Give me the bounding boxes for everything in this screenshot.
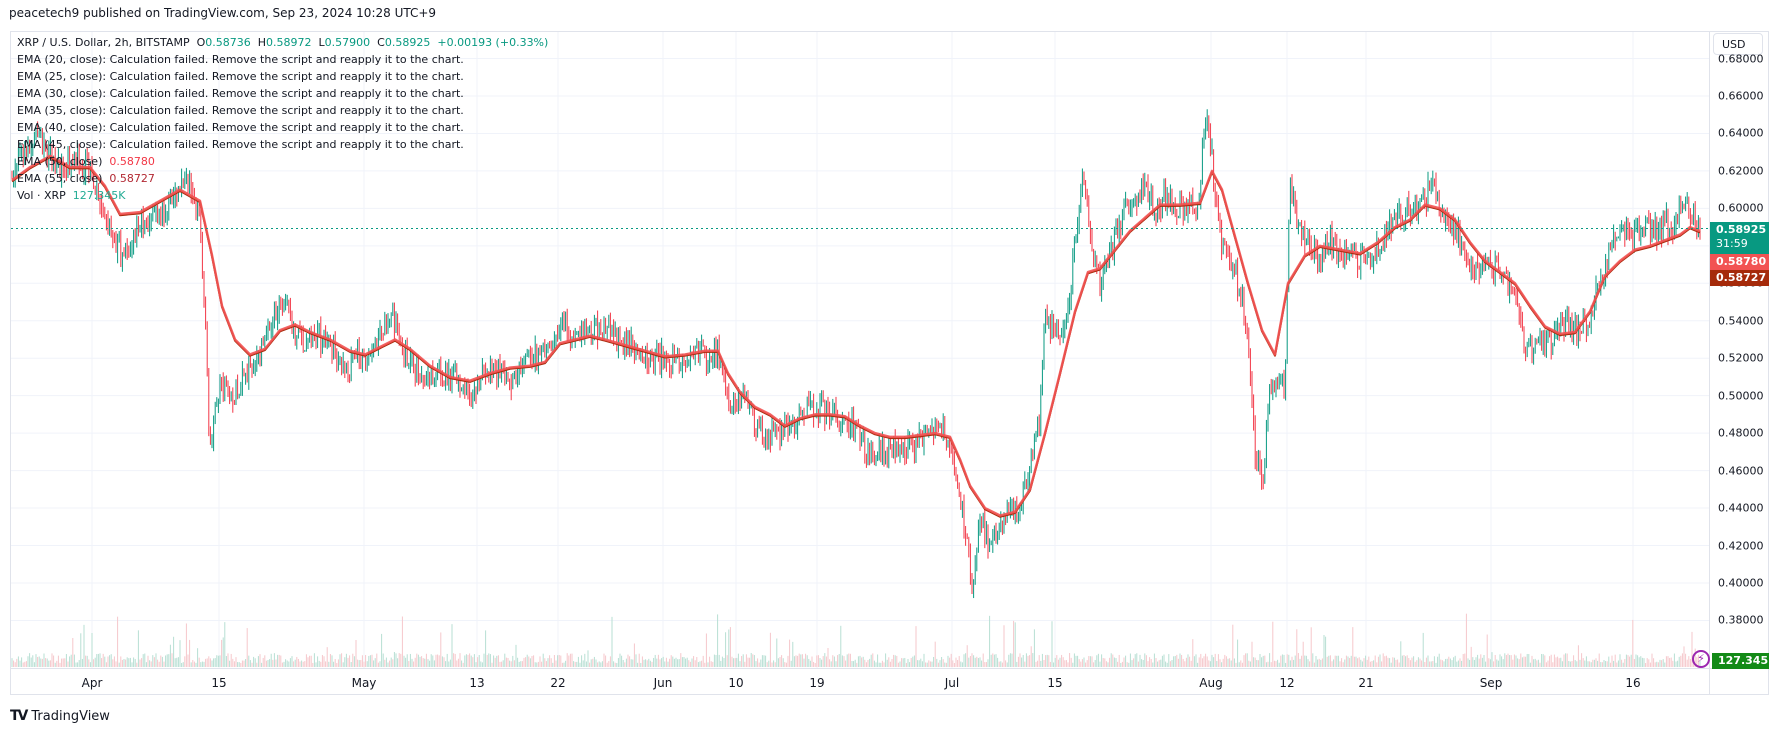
time-tick: Jun — [653, 676, 673, 690]
chart-frame[interactable] — [10, 31, 1769, 695]
time-tick: Sep — [1479, 676, 1503, 690]
change-value: +0.00193 (+0.33%) — [437, 36, 549, 49]
price-tick: 0.54000 — [1718, 314, 1764, 328]
last-price-tag: 0.58925 31:59 — [1710, 222, 1769, 254]
price-tick: 0.44000 — [1718, 501, 1764, 515]
price-tick: 0.42000 — [1718, 539, 1764, 553]
time-tick: 15 — [211, 676, 227, 690]
time-tick: 13 — [469, 676, 485, 690]
volume-value: 127.345K — [72, 189, 126, 202]
ema-35-error[interactable]: EMA (35, close): Calculation failed. Rem… — [17, 104, 464, 117]
time-tick: 22 — [550, 676, 566, 690]
price-tick: 0.46000 — [1718, 464, 1764, 478]
ema-55-legend[interactable]: EMA (55, close) 0.58727 — [17, 172, 155, 185]
high-value: 0.58972 — [266, 36, 312, 49]
ema-50-legend[interactable]: EMA (50, close) 0.58780 — [17, 155, 155, 168]
currency-button[interactable]: USD — [1713, 33, 1763, 55]
open-value: 0.58736 — [205, 36, 251, 49]
ema-45-error[interactable]: EMA (45, close): Calculation failed. Rem… — [17, 138, 464, 151]
volume-tag: 127.345K — [1712, 653, 1777, 669]
price-tick: 0.62000 — [1718, 164, 1764, 178]
time-tick: 10 — [728, 676, 744, 690]
price-tick: 0.60000 — [1718, 201, 1764, 215]
ema-40-error[interactable]: EMA (40, close): Calculation failed. Rem… — [17, 121, 464, 134]
ema-50-price-tag: 0.58780 — [1710, 254, 1769, 270]
chart-legend: XRP / U.S. Dollar, 2h, BITSTAMP O0.58736… — [17, 34, 548, 204]
price-tick: 0.40000 — [1718, 576, 1764, 590]
ema-55-value: 0.58727 — [109, 172, 155, 185]
time-tick: Jul — [944, 676, 960, 690]
time-tick: Aug — [1199, 676, 1223, 690]
time-tick: Apr — [81, 676, 103, 690]
ema-50-value: 0.58780 — [109, 155, 155, 168]
price-tick: 0.50000 — [1718, 389, 1764, 403]
time-tick: 19 — [809, 676, 825, 690]
price-tick: 0.64000 — [1718, 126, 1764, 140]
ema-20-error[interactable]: EMA (20, close): Calculation failed. Rem… — [17, 53, 464, 66]
tradingview-logo-icon: TV — [10, 708, 28, 724]
time-tick: 16 — [1625, 676, 1641, 690]
price-tick: 0.48000 — [1718, 426, 1764, 440]
price-tick: 0.68000 — [1718, 52, 1764, 66]
low-value: 0.57900 — [324, 36, 371, 49]
close-value: 0.58925 — [384, 36, 431, 49]
price-tick: 0.66000 — [1718, 89, 1764, 103]
time-tick: 12 — [1279, 676, 1295, 690]
time-tick: 15 — [1047, 676, 1063, 690]
volume-legend[interactable]: Vol · XRP 127.345K — [17, 189, 126, 202]
time-tick: May — [351, 676, 377, 690]
bar-countdown: 31:59 — [1716, 237, 1748, 250]
ema-55-price-tag: 0.58727 — [1710, 270, 1769, 286]
symbol-label: XRP / U.S. Dollar, 2h, BITSTAMP — [17, 36, 190, 49]
time-tick: 21 — [1358, 676, 1374, 690]
publish-line: peacetech9 published on TradingView.com,… — [9, 6, 437, 20]
symbol-ohlc-row[interactable]: XRP / U.S. Dollar, 2h, BITSTAMP O0.58736… — [17, 36, 549, 49]
ema-30-error[interactable]: EMA (30, close): Calculation failed. Rem… — [17, 87, 464, 100]
lightning-icon[interactable]: ⚡ — [1692, 650, 1710, 668]
price-tick: 0.52000 — [1718, 351, 1764, 365]
tradingview-brand[interactable]: TV TradingView — [10, 708, 110, 724]
price-tick: 0.38000 — [1718, 613, 1764, 627]
ema-25-error[interactable]: EMA (25, close): Calculation failed. Rem… — [17, 70, 464, 83]
